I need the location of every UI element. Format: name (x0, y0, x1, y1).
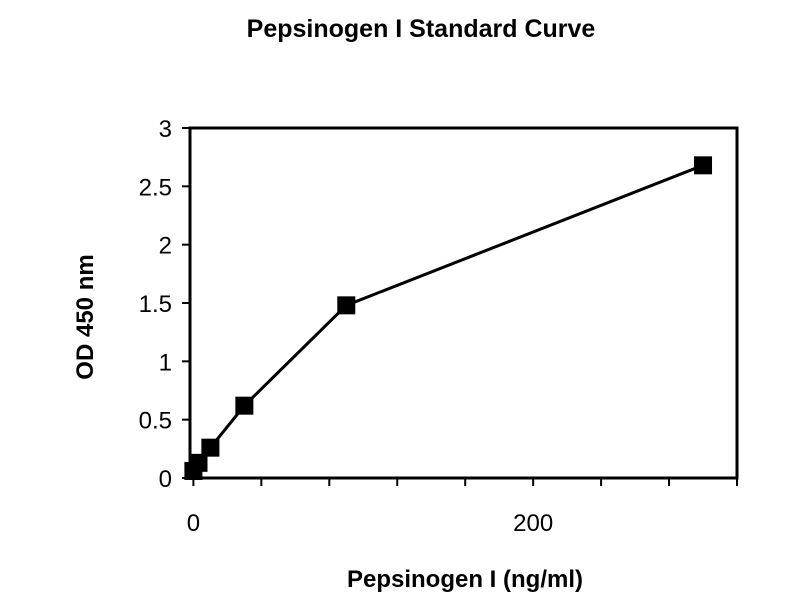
plot-area-frame (188, 126, 739, 480)
x-axis: 0 200 (187, 478, 738, 537)
y-tick-label: 2 (159, 233, 172, 260)
x-axis-label: Pepsinogen I (ng/ml) (347, 566, 583, 593)
chart-title: Pepsinogen I Standard Curve (247, 15, 596, 43)
y-tick-label: 3 (159, 116, 172, 143)
y-tick-label: 0 (159, 466, 172, 493)
x-tick-label: 0 (187, 510, 200, 537)
data-point-marker (694, 156, 713, 175)
data-point-marker (235, 396, 254, 415)
y-tick-label: 2.5 (139, 174, 172, 201)
y-axis: 0 0.5 1 1.5 2 2.5 3 (139, 116, 190, 493)
data-point-marker (189, 453, 208, 472)
y-axis-label: OD 450 nm (72, 254, 99, 379)
y-tick-label: 0.5 (139, 408, 172, 435)
x-tick-label: 200 (513, 510, 553, 537)
series-standard (184, 156, 713, 480)
data-point-marker (337, 296, 356, 315)
series-line (192, 163, 704, 472)
y-tick-label: 1.5 (139, 291, 172, 318)
data-point-marker (201, 438, 220, 457)
y-tick-label: 1 (159, 349, 172, 376)
